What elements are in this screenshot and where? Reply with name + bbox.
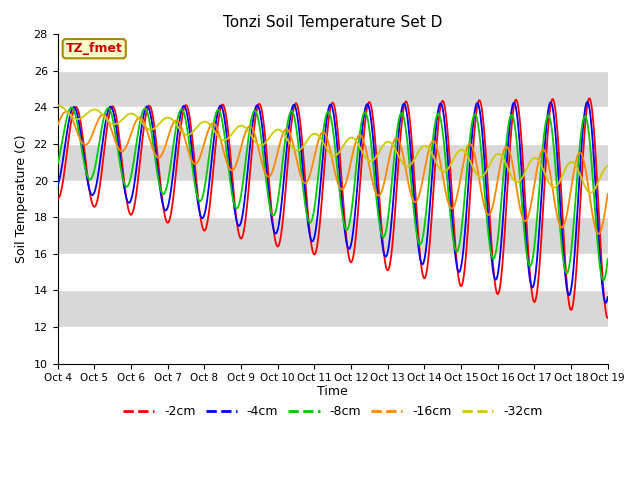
Bar xyxy=(58,180,608,217)
Y-axis label: Soil Temperature (C): Soil Temperature (C) xyxy=(15,134,28,263)
X-axis label: Time: Time xyxy=(317,385,348,398)
Legend: -2cm, -4cm, -8cm, -16cm, -32cm: -2cm, -4cm, -8cm, -16cm, -32cm xyxy=(118,400,547,423)
Text: TZ_fmet: TZ_fmet xyxy=(66,42,123,55)
Bar xyxy=(58,34,608,71)
Bar xyxy=(58,254,608,290)
Title: Tonzi Soil Temperature Set D: Tonzi Soil Temperature Set D xyxy=(223,15,442,30)
Bar xyxy=(58,327,608,364)
Bar xyxy=(58,107,608,144)
